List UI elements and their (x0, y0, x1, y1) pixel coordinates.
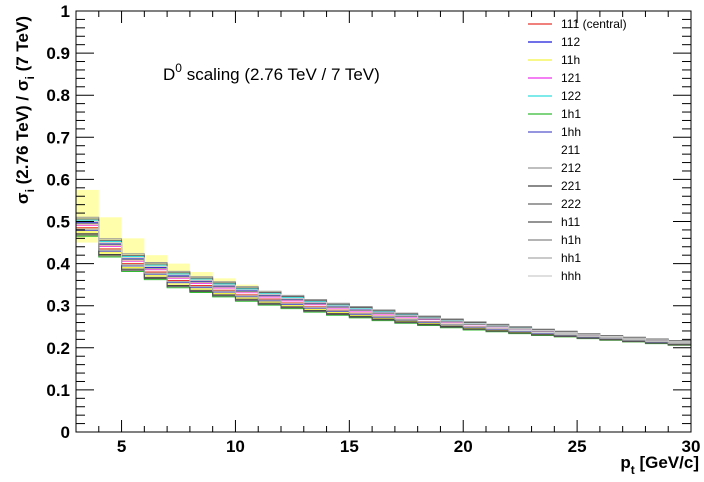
legend-label: 1h1 (561, 107, 581, 121)
y-tick-label: 0.2 (46, 339, 70, 358)
series-line (76, 228, 691, 344)
y-tick-label: 0 (61, 423, 70, 442)
y-tick-label: 0.7 (46, 128, 70, 147)
series-line (76, 226, 691, 344)
legend-label: h11 (561, 215, 580, 229)
x-tick-label: 20 (454, 437, 473, 456)
legend-label: 212 (561, 161, 581, 175)
legend-label: 111 (central) (561, 17, 627, 31)
series-line (76, 221, 691, 343)
x-tick-label: 30 (682, 437, 701, 456)
legend: 111 (central) 112 11h 121 122 1h1 1hh 211 212 221… (528, 17, 627, 283)
series-line (76, 234, 691, 346)
y-tick-label: 1 (61, 2, 70, 21)
x-tick-label: 5 (117, 437, 126, 456)
y-tick-label: 0.9 (46, 44, 70, 63)
legend-label: 221 (561, 179, 581, 193)
legend-label: 112 (561, 35, 580, 49)
legend-label: 121 (561, 71, 581, 85)
y-tick-label: 0.4 (46, 255, 70, 274)
y-tick-label: 0.1 (46, 381, 70, 400)
legend-label: 1hh (561, 125, 581, 139)
y-tick-label: 0.3 (46, 297, 70, 316)
axis-ticks: 00.10.20.30.40.50.60.70.80.915 10 15 20 25 30 (46, 2, 700, 456)
x-axis-title: pt [GeV/c] (620, 453, 699, 477)
y-tick-label: 0.6 (46, 170, 70, 189)
legend-label: 122 (561, 89, 581, 103)
y-axis-title: σi (2.76 TeV) / σi (7 TeV) (13, 16, 37, 204)
series-line (76, 235, 691, 346)
x-tick-label: 25 (568, 437, 587, 456)
series-line (76, 233, 691, 346)
x-tick-label: 10 (226, 437, 245, 456)
legend-label: hh1 (561, 251, 581, 265)
chart-annotation: D0 scaling (2.76 TeV / 7 TeV) (163, 61, 380, 84)
series-layer (76, 216, 691, 346)
legend-label: hhh (561, 269, 581, 283)
legend-label: 211 (561, 143, 580, 157)
legend-label: 11h (561, 53, 580, 67)
legend-label: 222 (561, 197, 581, 211)
legend-label: h1h (561, 233, 581, 247)
y-tick-label: 0.5 (46, 213, 70, 232)
series-line (76, 223, 691, 343)
x-tick-label: 15 (340, 437, 359, 456)
series-line (76, 218, 691, 342)
y-tick-label: 0.8 (46, 86, 70, 105)
uncertainty-band-layer (76, 189, 691, 346)
